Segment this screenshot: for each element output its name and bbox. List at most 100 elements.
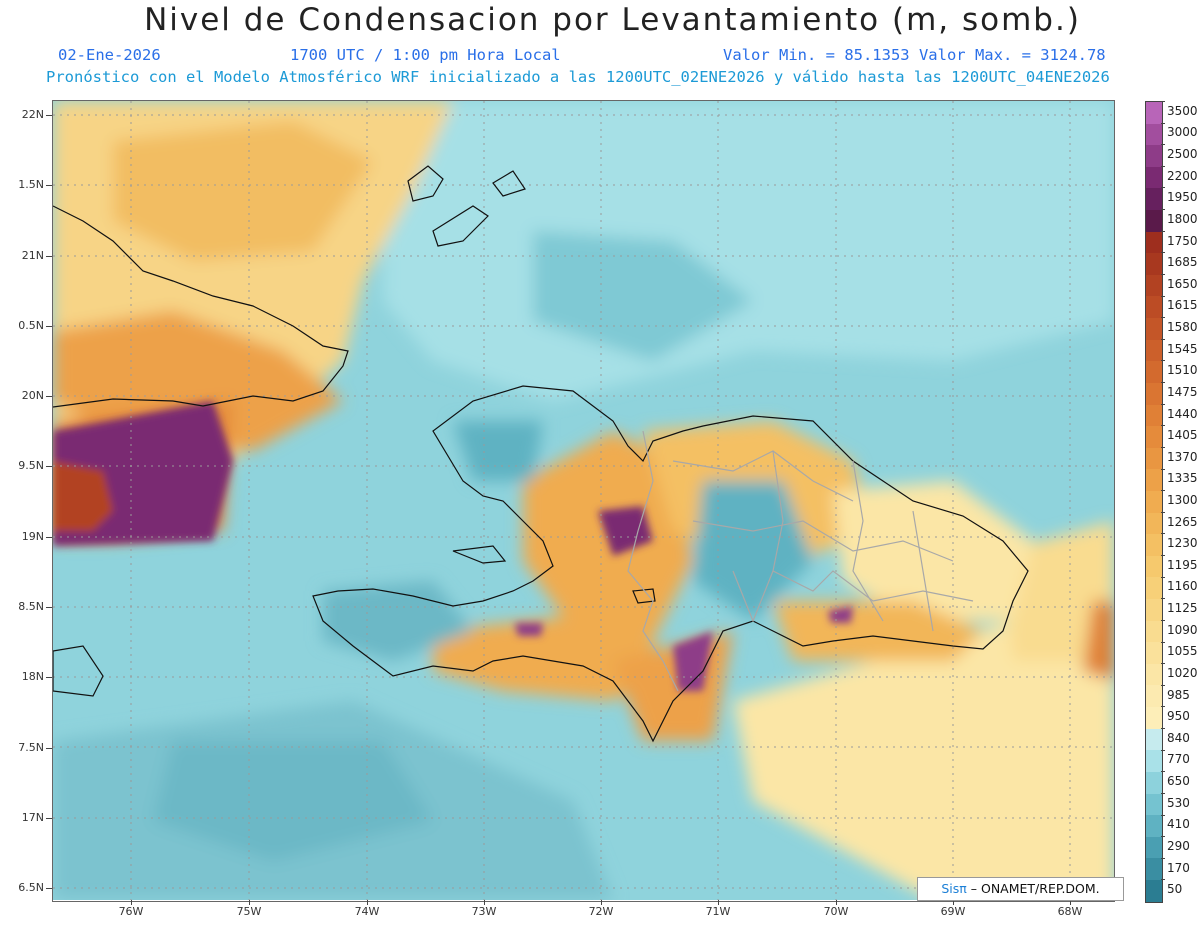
colorbar-swatch	[1146, 361, 1162, 383]
colorbar-label: 1300	[1167, 493, 1198, 507]
credit-text: – ONAMET/REP.DOM.	[966, 881, 1100, 896]
lon-label: 71W	[705, 905, 731, 918]
lat-label: 1.5N	[18, 178, 44, 191]
lat-label: 19N	[21, 530, 44, 543]
colorbar-swatch	[1146, 102, 1162, 124]
lon-label: 74W	[354, 905, 380, 918]
colorbar-swatch	[1146, 707, 1162, 729]
forecast-date: 02-Ene-2026	[58, 46, 161, 64]
colorbar-swatch	[1146, 858, 1162, 880]
colorbar-label: 1370	[1167, 449, 1198, 464]
colorbar-label: 170	[1167, 860, 1190, 875]
colorbar-label: 650	[1167, 774, 1190, 789]
colorbar-swatch	[1146, 534, 1162, 556]
lat-label: 17N	[21, 811, 44, 824]
colorbar-label: 3000	[1167, 125, 1198, 140]
graticule	[53, 101, 1114, 900]
colorbar-label: 1265	[1167, 514, 1198, 529]
lat-label: 7.5N	[18, 741, 44, 754]
colorbar-label: 50	[1167, 882, 1183, 897]
colorbar-swatch	[1146, 836, 1162, 859]
colorbar-swatch	[1146, 318, 1162, 340]
colorbar-swatch	[1146, 577, 1162, 600]
colorbar	[1145, 101, 1163, 903]
lon-label: 68W	[1057, 905, 1083, 918]
colorbar-label: 1020	[1167, 665, 1198, 680]
map-canvas	[53, 101, 1114, 900]
colorbar-label: 1055	[1167, 644, 1198, 659]
colorbar-swatch	[1146, 793, 1162, 816]
colorbar-swatch	[1146, 253, 1162, 275]
colorbar-swatch	[1146, 123, 1162, 146]
colorbar-swatch	[1146, 642, 1162, 664]
lat-label: 0.5N	[18, 319, 44, 332]
colorbar-label: 530	[1167, 795, 1190, 810]
lat-label: 9.5N	[18, 459, 44, 472]
forecast-time: 1700 UTC / 1:00 pm Hora Local	[290, 46, 561, 64]
colorbar-label: 410	[1167, 817, 1190, 832]
lon-label: 75W	[236, 905, 262, 918]
lat-label: 18N	[21, 670, 44, 683]
colorbar-swatch	[1146, 728, 1162, 751]
colorbar-label: 2200	[1167, 168, 1198, 183]
colorbar-label: 1685	[1167, 255, 1198, 270]
min-max-values: Valor Min. = 85.1353 Valor Max. = 3124.7…	[723, 46, 1106, 64]
forecast-validity: Pronóstico con el Modelo Atmosférico WRF…	[46, 68, 1110, 86]
colorbar-swatch	[1146, 166, 1162, 189]
lon-label: 69W	[940, 905, 966, 918]
lon-label: 70W	[823, 905, 849, 918]
colorbar-swatch	[1146, 404, 1162, 427]
colorbar-swatch	[1146, 512, 1162, 535]
colorbar-label: 1475	[1167, 384, 1198, 399]
colorbar-swatch	[1146, 815, 1162, 837]
colorbar-label: 1160	[1167, 579, 1198, 594]
colorbar-swatch	[1146, 771, 1162, 794]
colorbar-swatch	[1146, 685, 1162, 708]
colorbar-label: 1230	[1167, 536, 1198, 551]
colorbar-swatch	[1146, 339, 1162, 362]
colorbar-label: 1440	[1167, 406, 1198, 421]
lat-label: 21N	[21, 249, 44, 262]
credit-box: Sisπ – ONAMET/REP.DOM.	[917, 877, 1124, 901]
colorbar-label: 840	[1167, 730, 1190, 745]
colorbar-swatch	[1146, 274, 1162, 297]
colorbar-label: 1650	[1167, 276, 1198, 291]
map-title: Nivel de Condensacion por Levantamiento …	[144, 2, 1081, 38]
colorbar-swatch	[1146, 447, 1162, 470]
colorbar-label: 1950	[1167, 190, 1198, 205]
colorbar-swatch	[1146, 145, 1162, 167]
colorbar-label: 1800	[1167, 211, 1198, 226]
lcl-map	[53, 101, 1114, 900]
admin-borders	[627, 430, 974, 692]
colorbar-swatch	[1146, 231, 1162, 254]
colorbar-label: 290	[1167, 838, 1190, 853]
lat-label: 20N	[21, 389, 44, 402]
lon-label: 73W	[471, 905, 497, 918]
sispi-logo: Sisπ	[941, 881, 967, 896]
lon-label: 76W	[118, 905, 144, 918]
colorbar-swatch	[1146, 426, 1162, 448]
colorbar-swatch	[1146, 555, 1162, 578]
colorbar-swatch	[1146, 210, 1162, 232]
colorbar-swatch	[1146, 663, 1162, 686]
colorbar-swatch	[1146, 188, 1162, 211]
colorbar-swatch	[1146, 490, 1162, 513]
colorbar-label: 770	[1167, 752, 1190, 767]
colorbar-label: 1405	[1167, 428, 1198, 443]
colorbar-label: 3500	[1167, 103, 1198, 118]
colorbar-swatch	[1146, 296, 1162, 319]
lat-label: 6.5N	[18, 881, 44, 894]
colorbar-label: 1510	[1167, 363, 1198, 378]
lcl-high-cores	[53, 401, 853, 691]
colorbar-label: 1335	[1167, 471, 1198, 486]
colorbar-swatch	[1146, 599, 1162, 621]
colorbar-label: 1195	[1167, 557, 1198, 572]
colorbar-label: 1125	[1167, 601, 1198, 616]
lon-label: 72W	[588, 905, 614, 918]
colorbar-label: 2500	[1167, 147, 1198, 162]
colorbar-label: 1750	[1167, 233, 1198, 248]
colorbar-label: 1545	[1167, 341, 1198, 356]
colorbar-label: 1580	[1167, 320, 1198, 335]
colorbar-swatch	[1146, 879, 1162, 902]
lat-label: 22N	[21, 108, 44, 121]
